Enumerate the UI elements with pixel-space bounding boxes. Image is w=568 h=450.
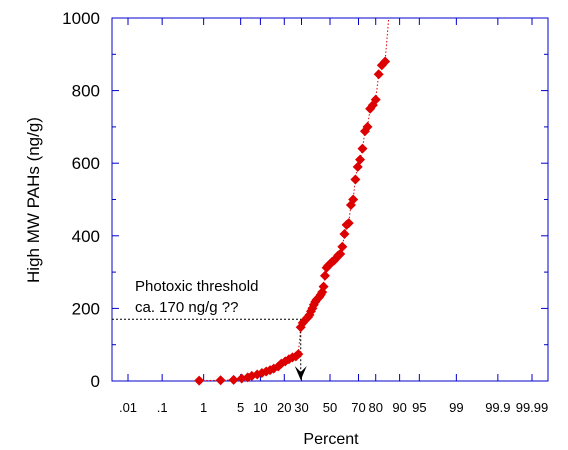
data-point: [357, 143, 368, 154]
x-tick-label: .01: [119, 400, 137, 415]
x-tick-label: 95: [412, 400, 426, 415]
plot-area: [111, 17, 549, 386]
x-tick-label: 50: [323, 400, 337, 415]
data-point: [350, 174, 361, 185]
data-point: [337, 241, 348, 252]
data-point: [335, 248, 346, 259]
data-point: [215, 375, 226, 386]
data-point: [343, 218, 354, 229]
data-point: [348, 194, 359, 205]
x-axis-tick-labels: .01 .1 1 5 10 20 30 50 70 80 90 95 99 99.9 99.99: [119, 400, 548, 415]
y-tick-label: 1000: [62, 9, 100, 28]
y-tick-label: 800: [72, 82, 100, 101]
data-point: [293, 349, 304, 360]
data-point: [373, 69, 384, 80]
data-point: [380, 56, 391, 67]
y-tick-label: 400: [72, 227, 100, 246]
data-point: [194, 375, 205, 386]
annotation-line-2: ca. 170 ng/g ??: [135, 299, 238, 316]
x-tick-label: 1: [200, 400, 207, 415]
x-tick-label: 99.99: [516, 400, 549, 415]
x-tick-label: 10: [253, 400, 267, 415]
x-tick-label: 99.9: [485, 400, 510, 415]
x-tick-label: 5: [237, 400, 244, 415]
data-point: [370, 94, 381, 105]
x-tick-label: .1: [157, 400, 168, 415]
x-tick-label: 99: [449, 400, 463, 415]
data-point: [228, 374, 239, 385]
data-line: [199, 17, 390, 382]
y-tick-label: 600: [72, 154, 100, 173]
x-tick-label: 30: [294, 400, 308, 415]
y-tick-label: 0: [91, 372, 100, 391]
x-tick-label: 20: [277, 400, 291, 415]
data-point: [376, 60, 387, 71]
data-point: [318, 281, 329, 292]
x-tick-label: 70: [351, 400, 365, 415]
y-tick-label: 200: [72, 299, 100, 318]
data-point: [362, 121, 373, 132]
data-point: [339, 228, 350, 239]
data-point: [319, 270, 330, 281]
y-axis-tick-labels: 0 200 400 600 800 1000: [62, 9, 100, 391]
x-axis-title: Percent: [303, 431, 359, 448]
data-point: [355, 154, 366, 165]
threshold-arrow: [294, 366, 307, 380]
x-tick-label: 80: [368, 400, 382, 415]
y-axis-title: High MW PAHs (ng/g): [24, 117, 43, 283]
x-tick-label: 90: [392, 400, 406, 415]
annotation-line-1: Photoxic threshold: [135, 278, 258, 295]
plot-frame: [111, 17, 549, 382]
